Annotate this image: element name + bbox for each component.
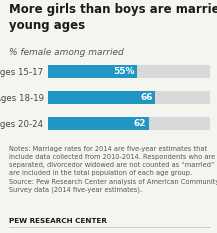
Text: More girls than boys are married at
young ages: More girls than boys are married at youn… xyxy=(9,3,217,32)
Text: Notes: Marriage rates for 2014 are five-year estimates that
include data collect: Notes: Marriage rates for 2014 are five-… xyxy=(9,146,217,193)
Text: % female among married: % female among married xyxy=(9,48,123,57)
Text: 62: 62 xyxy=(134,119,146,128)
Text: 66: 66 xyxy=(140,93,153,102)
Text: 55%: 55% xyxy=(113,67,135,76)
Bar xyxy=(48,91,155,104)
Bar xyxy=(48,91,210,104)
Bar xyxy=(48,117,149,130)
Bar xyxy=(48,117,210,130)
Bar xyxy=(48,65,210,78)
Bar xyxy=(48,65,137,78)
Text: PEW RESEARCH CENTER: PEW RESEARCH CENTER xyxy=(9,218,107,224)
